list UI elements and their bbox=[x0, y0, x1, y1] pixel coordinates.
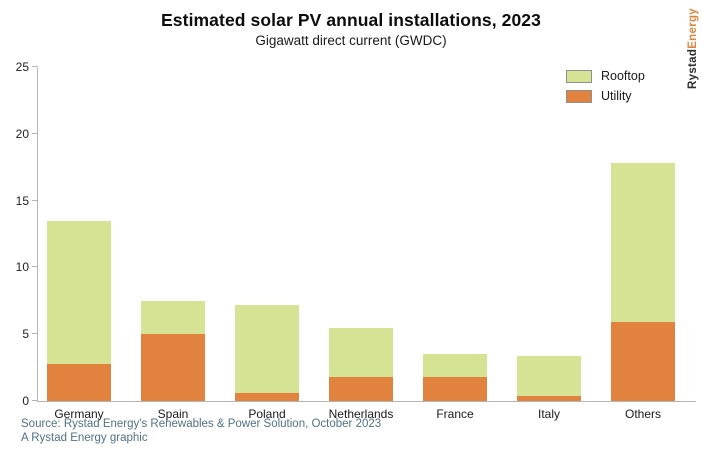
source-line: Source: Rystad Energy's Renewables & Pow… bbox=[21, 418, 382, 430]
stacked-bar-poland bbox=[235, 304, 299, 401]
y-tick-label: 25 bbox=[15, 60, 29, 74]
stacked-bar-others bbox=[611, 163, 675, 401]
y-axis-tick bbox=[32, 199, 38, 201]
stacked-bar-france bbox=[423, 354, 487, 401]
bar-segment-utility bbox=[611, 322, 675, 401]
rooftop-swatch bbox=[566, 69, 592, 83]
stacked-bar-italy bbox=[517, 355, 581, 401]
bar-segment-utility bbox=[47, 363, 111, 401]
legend: Rooftop Utility bbox=[566, 69, 645, 109]
utility-swatch bbox=[566, 89, 592, 103]
bar-slot-spain: Spain bbox=[126, 68, 220, 421]
x-category-label: France bbox=[436, 407, 474, 421]
y-axis-tick bbox=[32, 400, 38, 401]
chart-subtitle: Gigawatt direct current (GWDC) bbox=[255, 33, 447, 48]
x-category-label: Germany bbox=[54, 407, 104, 421]
x-category-label: Netherlands bbox=[328, 407, 394, 421]
plot-area: Germany Spain Poland Netherlands France Italy… bbox=[16, 60, 696, 421]
bar-segment-utility bbox=[517, 395, 581, 401]
legend-label-utility: Utility bbox=[601, 89, 632, 103]
y-tick-label: 15 bbox=[15, 193, 29, 208]
x-category-label: Others bbox=[624, 407, 661, 421]
legend-item-utility: Utility bbox=[566, 89, 645, 103]
x-category-label: Italy bbox=[537, 407, 560, 421]
bar-slot-poland: Poland bbox=[220, 68, 314, 421]
bar-segment-utility bbox=[423, 376, 487, 401]
logo-text-energy: Energy bbox=[687, 8, 699, 49]
x-category-label: Poland bbox=[248, 407, 286, 421]
y-tick-label: 0 bbox=[22, 394, 29, 408]
y-axis-tick bbox=[32, 132, 38, 134]
bar-slot-germany: Germany bbox=[32, 68, 126, 421]
stacked-bar-spain bbox=[141, 300, 205, 401]
bar-slot-italy: Italy bbox=[502, 68, 596, 421]
bar-segment-rooftop bbox=[329, 327, 393, 377]
stacked-bar-germany bbox=[47, 220, 111, 401]
y-axis-tick bbox=[32, 333, 38, 335]
credit-line: A Rystad Energy graphic bbox=[21, 432, 148, 444]
y-axis-tick bbox=[32, 266, 38, 268]
y-tick-label: 20 bbox=[15, 126, 29, 141]
y-tick-label: 5 bbox=[22, 327, 29, 342]
bar-slot-others: Others bbox=[596, 68, 690, 421]
stacked-bar-netherlands bbox=[329, 327, 393, 401]
bar-segment-rooftop bbox=[47, 220, 111, 364]
bar-segment-utility bbox=[235, 392, 299, 401]
bar-slot-netherlands: Netherlands bbox=[314, 68, 408, 421]
bar-segment-utility bbox=[141, 334, 205, 401]
bar-segment-rooftop bbox=[141, 300, 205, 335]
y-tick-label: 10 bbox=[15, 260, 29, 275]
bar-slot-france: France bbox=[408, 68, 502, 421]
bar-segment-rooftop bbox=[517, 355, 581, 396]
y-axis-tick bbox=[32, 66, 38, 67]
source-note: Source: Rystad Energy's Renewables & Pow… bbox=[21, 417, 381, 445]
legend-label-rooftop: Rooftop bbox=[601, 69, 645, 83]
bar-segment-rooftop bbox=[611, 163, 675, 323]
bar-segment-rooftop bbox=[235, 304, 299, 393]
chart-title: Estimated solar PV annual installations,… bbox=[161, 10, 541, 30]
bar-segment-rooftop bbox=[423, 354, 487, 377]
bar-segment-utility bbox=[329, 376, 393, 401]
x-category-label: Spain bbox=[157, 407, 189, 421]
bars-container: Germany Spain Poland Netherlands France Italy… bbox=[32, 68, 690, 421]
legend-item-rooftop: Rooftop bbox=[566, 69, 645, 83]
